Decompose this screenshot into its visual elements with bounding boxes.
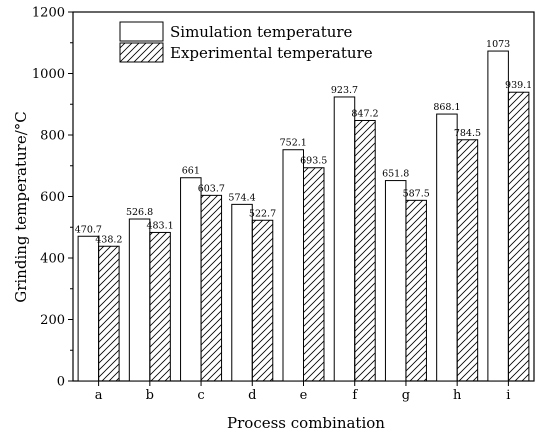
data-label-experimental: 438.2: [95, 234, 122, 245]
bar-experimental: [456, 139, 479, 382]
bar-experimental: [200, 194, 223, 382]
y-tick-label: 0: [57, 375, 65, 390]
x-tick-label: a: [95, 388, 103, 403]
x-tick-label: d: [248, 388, 256, 403]
bar-simulation: [436, 113, 458, 382]
x-tick-label: c: [197, 388, 204, 403]
bar-experimental: [303, 167, 325, 382]
bar-simulation: [384, 180, 407, 382]
data-label-simulation: 574.4: [228, 192, 255, 203]
data-label-simulation: 651.8: [382, 169, 409, 180]
data-label-simulation: 661: [182, 166, 200, 177]
y-tick-label: 600: [40, 190, 65, 205]
bar-experimental: [149, 231, 171, 382]
legend-label-experimental: Experimental temperature: [170, 44, 373, 62]
bar-simulation: [231, 203, 253, 382]
data-label-experimental: 522.7: [249, 208, 276, 219]
data-label-experimental: 587.5: [403, 188, 430, 199]
bar-simulation: [333, 96, 356, 382]
x-tick-label: g: [402, 388, 410, 403]
bar-experimental: [405, 199, 427, 382]
data-label-simulation: 1073: [486, 39, 510, 50]
legend-label-simulation: Simulation temperature: [170, 23, 353, 41]
legend: Simulation temperature Experimental temp…: [119, 21, 373, 63]
y-tick-label: 1200: [32, 6, 65, 21]
data-label-experimental: 483.1: [146, 220, 173, 231]
bar-experimental: [354, 119, 376, 382]
bar-experimental: [251, 219, 274, 382]
x-axis-title: Process combination: [227, 414, 385, 432]
bar-simulation: [487, 50, 509, 382]
data-label-experimental: 847.2: [351, 108, 378, 119]
data-label-experimental: 693.5: [300, 156, 327, 167]
data-label-simulation: 752.1: [280, 138, 307, 149]
bar-simulation: [128, 218, 151, 382]
bar-simulation: [282, 149, 304, 382]
data-label-experimental: 784.5: [454, 128, 481, 139]
data-label-simulation: 470.7: [75, 224, 102, 235]
data-label-simulation: 923.7: [331, 85, 358, 96]
x-tick-label: i: [506, 388, 510, 403]
data-label-simulation: 526.8: [126, 207, 153, 218]
y-tick-label: 400: [40, 252, 65, 267]
legend-swatch-simulation: [119, 21, 164, 42]
y-axis-title: Grinding temperature/°C: [12, 111, 30, 303]
legend-swatch-experimental: [119, 42, 164, 63]
bar-simulation: [180, 177, 202, 382]
y-tick-label: 200: [40, 313, 65, 328]
bar-simulation: [77, 235, 100, 382]
data-label-simulation: 868.1: [433, 102, 460, 113]
bar-experimental: [98, 245, 120, 382]
y-tick-label: 800: [40, 129, 65, 144]
x-tick-label: f: [352, 388, 358, 403]
x-tick-label: e: [300, 388, 308, 403]
data-label-experimental: 603.7: [198, 183, 225, 194]
x-tick-label: h: [453, 388, 462, 403]
data-label-experimental: 939.1: [505, 80, 532, 91]
y-tick-label: 1000: [32, 67, 65, 82]
bar-experimental: [507, 91, 530, 382]
x-tick-label: b: [146, 388, 154, 403]
